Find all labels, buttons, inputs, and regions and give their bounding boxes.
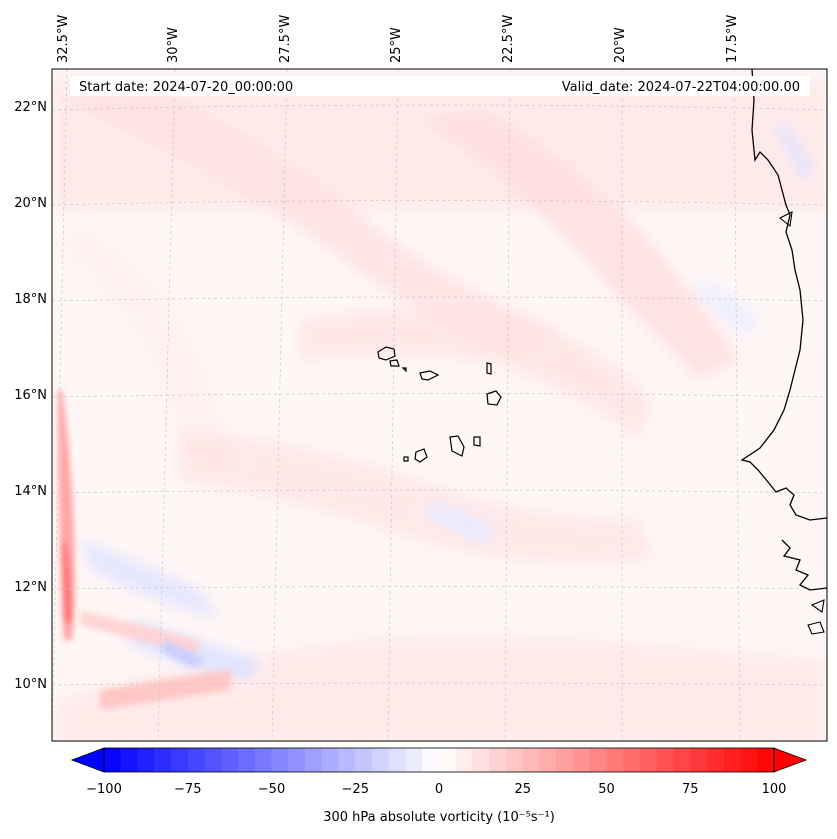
lon-label-27-5w: 27.5°W xyxy=(278,15,293,63)
lon-label-17-5w: 17.5°W xyxy=(725,15,740,63)
field-shading xyxy=(52,80,827,741)
lat-label-18n: 18°N xyxy=(14,292,47,307)
colorbar-segment xyxy=(271,748,289,772)
colorbar-segment xyxy=(405,748,423,772)
colorbar-segment xyxy=(640,748,658,772)
colorbar-segment xyxy=(556,748,574,772)
colorbar-tick-label: 75 xyxy=(682,782,699,797)
colorbar-segment xyxy=(606,748,624,772)
lat-label-14n: 14°N xyxy=(14,484,47,499)
lon-label-25w: 25°W xyxy=(389,27,404,63)
colorbar-tick-label: −50 xyxy=(258,782,285,797)
colorbar-segment xyxy=(372,748,390,772)
bijagos-islands xyxy=(807,599,825,635)
colorbar-segment xyxy=(589,748,607,772)
colorbar-tick-label: −25 xyxy=(342,782,369,797)
lon-label-30w: 30°W xyxy=(166,27,181,63)
cape-verde-islands xyxy=(377,346,502,463)
colorbar-segment xyxy=(355,748,373,772)
colorbar-segment xyxy=(757,748,775,772)
colorbar-tick-label: −75 xyxy=(174,782,201,797)
colorbar-segment xyxy=(288,748,306,772)
colorbar-segment xyxy=(221,748,239,772)
colorbar: −100 −75 −50 −25 0 25 50 75 100 300 hPa … xyxy=(70,747,808,825)
lat-label-10n: 10°N xyxy=(14,677,47,692)
colorbar-segment xyxy=(690,748,708,772)
colorbar-segment xyxy=(321,748,339,772)
lon-label-32-5w: 32.5°W xyxy=(56,15,71,63)
valid-date-label: Valid_date: 2024-07-22T04:00:00.00 xyxy=(562,80,800,95)
colorbar-tick-label: 50 xyxy=(598,782,615,797)
lat-label-12n: 12°N xyxy=(14,580,47,595)
colorbar-segment xyxy=(472,748,490,772)
colorbar-min-extend-arrow xyxy=(70,747,105,773)
colorbar-segment xyxy=(506,748,524,772)
colorbar-tick-label: 25 xyxy=(514,782,531,797)
colorbar-segment xyxy=(573,748,591,772)
map-frame xyxy=(51,68,828,742)
colorbar-segment xyxy=(254,748,272,772)
colorbar-segment xyxy=(104,748,122,772)
colorbar-segment xyxy=(723,748,741,772)
colorbar-segment xyxy=(338,748,356,772)
vorticity-field xyxy=(52,69,827,741)
colorbar-segment xyxy=(388,748,406,772)
africa-coastline xyxy=(740,69,827,521)
colorbar-tick-label: −100 xyxy=(86,782,122,797)
colorbar-segment xyxy=(238,748,256,772)
latitude-labels: 22°N 20°N 18°N 16°N 14°N 12°N 10°N xyxy=(14,100,47,692)
graticule xyxy=(52,69,827,741)
colorbar-segment xyxy=(740,748,758,772)
colorbar-segment xyxy=(539,748,557,772)
colorbar-segment xyxy=(673,748,691,772)
colorbar-segment xyxy=(120,748,138,772)
colorbar-segment xyxy=(137,748,155,772)
lon-label-22-5w: 22.5°W xyxy=(501,15,516,63)
lat-label-22n: 22°N xyxy=(14,100,47,115)
colorbar-segment xyxy=(623,748,641,772)
lon-label-20w: 20°W xyxy=(613,27,628,63)
colorbar-title: 300 hPa absolute vorticity (10⁻⁵s⁻¹) xyxy=(323,810,555,825)
colorbar-max-extend-arrow xyxy=(773,747,808,773)
start-date-label: Start date: 2024-07-20_00:00:00 xyxy=(79,80,293,95)
colorbar-segment xyxy=(489,748,507,772)
colorbar-segment xyxy=(422,748,440,772)
lat-label-20n: 20°N xyxy=(14,196,47,211)
lat-label-16n: 16°N xyxy=(14,388,47,403)
longitude-labels: 32.5°W 30°W 27.5°W 25°W 22.5°W 20°W 17.5… xyxy=(56,15,740,63)
colorbar-segment xyxy=(204,748,222,772)
coast-inlet xyxy=(778,211,793,228)
field-strong-features xyxy=(58,390,230,710)
colorbar-segment xyxy=(154,748,172,772)
colorbar-segment xyxy=(305,748,323,772)
colorbar-ticks: −100 −75 −50 −25 0 25 50 75 100 xyxy=(86,782,786,797)
colorbar-tick-label: 100 xyxy=(762,782,787,797)
colorbar-segment xyxy=(522,748,540,772)
date-label-box xyxy=(70,76,810,96)
colorbar-outline xyxy=(103,747,775,773)
colorbar-segment xyxy=(455,748,473,772)
africa-coastline-south xyxy=(781,539,827,591)
colorbar-tick-label: 0 xyxy=(435,782,443,797)
colorbar-segment xyxy=(187,748,205,772)
colorbar-segment xyxy=(707,748,725,772)
colorbar-segments xyxy=(104,748,775,772)
colorbar-segment xyxy=(656,748,674,772)
colorbar-segment xyxy=(171,748,189,772)
colorbar-segment xyxy=(439,748,457,772)
